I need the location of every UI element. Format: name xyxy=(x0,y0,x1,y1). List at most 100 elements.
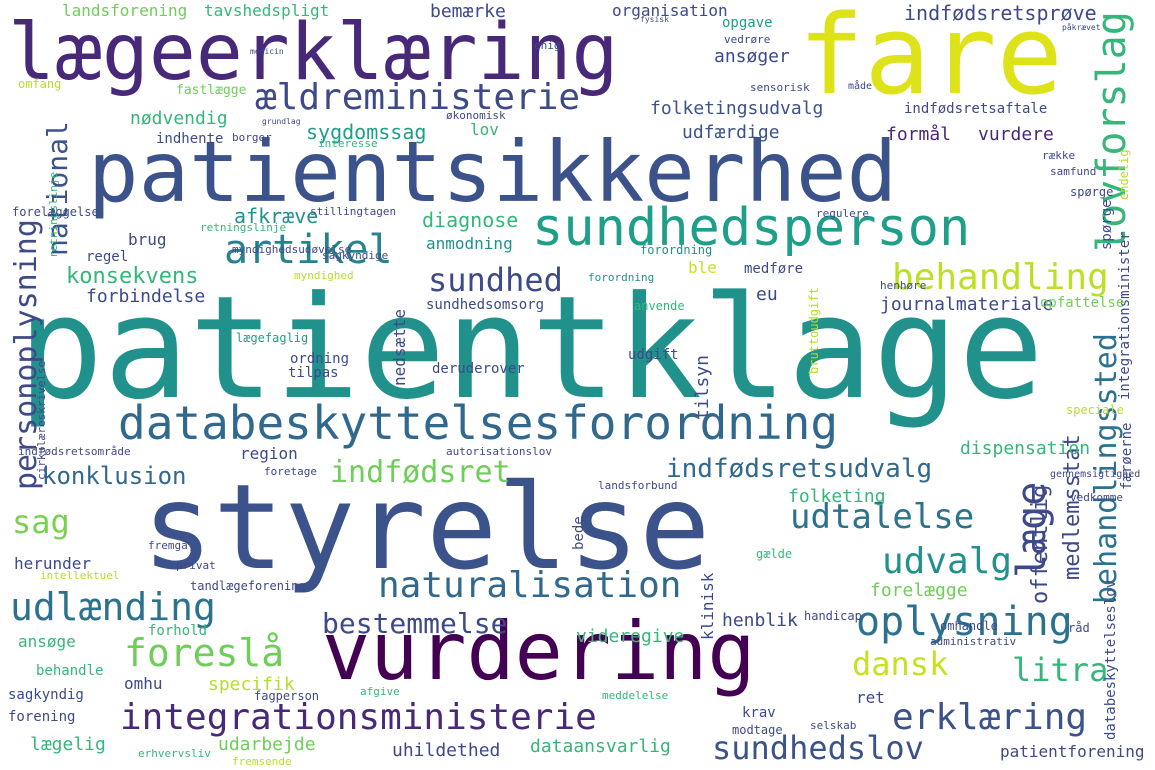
word: databeskyttelsesforordning xyxy=(118,396,839,450)
word: samfund xyxy=(1050,165,1097,178)
word: lov xyxy=(470,120,499,139)
word: vurdering xyxy=(322,605,756,698)
word: påkrævet xyxy=(1062,23,1101,32)
word: folketingsudvalg xyxy=(650,98,824,119)
word: sag xyxy=(12,503,70,541)
word: konsekvens xyxy=(66,264,199,289)
word: stillingtagen xyxy=(310,205,397,218)
word: konklusion xyxy=(42,462,187,490)
word: regel xyxy=(86,249,129,265)
word: forordning xyxy=(640,243,713,257)
word: lægelig xyxy=(30,734,106,755)
word: fremgå xyxy=(148,539,188,552)
word: udlænding xyxy=(10,585,216,629)
word: forening xyxy=(8,709,76,725)
word: fagperson xyxy=(254,689,320,703)
word: vurdere xyxy=(978,124,1054,145)
word: sensorisk xyxy=(750,81,810,94)
word: endelig xyxy=(1117,149,1131,200)
word: opfattelse xyxy=(1040,295,1125,311)
word: fremsende xyxy=(232,755,292,768)
word: opgave xyxy=(722,15,773,31)
word: vedrøre xyxy=(724,33,771,46)
word: udgift xyxy=(628,347,679,363)
word: omhu xyxy=(124,674,163,693)
word: myndighed xyxy=(294,269,354,282)
word: indhente xyxy=(156,131,224,147)
word: behandling xyxy=(892,257,1109,298)
word: journalmateriale xyxy=(880,294,1054,315)
word: lægeerklæring xyxy=(8,8,619,98)
word: udtalelse xyxy=(790,497,975,537)
word: foreslå xyxy=(124,631,285,675)
word: krav xyxy=(742,705,776,721)
word: omfang xyxy=(18,77,62,91)
word: oplysning xyxy=(856,599,1073,645)
word: patientsikkerhed xyxy=(88,123,898,221)
word: sygdomssag xyxy=(306,120,427,144)
word: sundhed xyxy=(428,261,563,299)
word: indfødsretsområde xyxy=(18,445,131,458)
word: indfødsretsudvalg xyxy=(666,454,933,484)
word: specifik xyxy=(208,674,295,695)
word: retningslinje xyxy=(200,221,287,234)
word: cirkulæreskrivelse xyxy=(35,360,48,480)
word: indfødsretsaftale xyxy=(904,101,1048,117)
word: integrationsministerie xyxy=(120,697,597,738)
word: behandle xyxy=(36,663,104,679)
word: meddelelse xyxy=(602,689,669,702)
word: nødvendig xyxy=(130,108,228,129)
word: dansk xyxy=(852,645,949,683)
word: medføre xyxy=(744,261,804,277)
word: tavshedspligt xyxy=(204,1,330,20)
word: intellektuel xyxy=(40,569,120,582)
word: afkræve xyxy=(234,204,319,228)
word: ældreministerie xyxy=(255,77,581,118)
word: folketing xyxy=(788,486,886,507)
word: spørge xyxy=(1070,185,1114,199)
word: artikel xyxy=(224,227,393,273)
word: enig xyxy=(534,39,561,52)
word: lægefaglig xyxy=(236,331,309,345)
word: medicin xyxy=(250,47,284,56)
word: vedkomme xyxy=(1070,491,1123,504)
word: forhold xyxy=(148,623,208,639)
word: sundhedsperson xyxy=(532,198,971,258)
word: erklæring xyxy=(892,697,1088,738)
word: region xyxy=(240,444,298,463)
word: foretage xyxy=(264,465,317,478)
word: række xyxy=(1042,149,1076,162)
word: naturalisation xyxy=(378,565,682,606)
word: klinisk xyxy=(698,572,717,640)
word: deruderover xyxy=(432,361,525,377)
word: grundlag xyxy=(262,117,301,126)
word: omhandle xyxy=(940,619,998,633)
word: myndighedsudøvelse xyxy=(232,243,352,256)
word: råd xyxy=(1068,621,1090,635)
word: tandlægeforening xyxy=(190,579,306,593)
word: udvalg xyxy=(882,541,1013,582)
word: dataansvarlig xyxy=(530,736,671,757)
word: speciale xyxy=(1066,403,1124,417)
word: henhøre xyxy=(880,279,927,292)
word: privat xyxy=(176,559,216,572)
word: økonomisk xyxy=(446,109,506,122)
word: videregive xyxy=(576,626,685,647)
word: udfærdige xyxy=(682,122,780,143)
word: forordning xyxy=(588,271,655,284)
word: ordning xyxy=(290,351,350,367)
word: gennemsigtighed xyxy=(1050,469,1141,480)
word: fastlægge xyxy=(176,83,247,98)
word: fare xyxy=(798,0,1063,119)
word: patientklage xyxy=(18,266,1044,431)
word: tilpas xyxy=(288,365,339,381)
word: forelægge xyxy=(870,580,968,601)
word: herunder xyxy=(14,554,92,573)
word: litra xyxy=(1012,651,1109,689)
word: autorisationslov xyxy=(446,445,552,458)
word: eu xyxy=(756,284,778,305)
word: diagnose xyxy=(422,208,519,232)
word: forbindelse xyxy=(86,286,206,307)
word: erhvervsliv xyxy=(138,747,211,760)
